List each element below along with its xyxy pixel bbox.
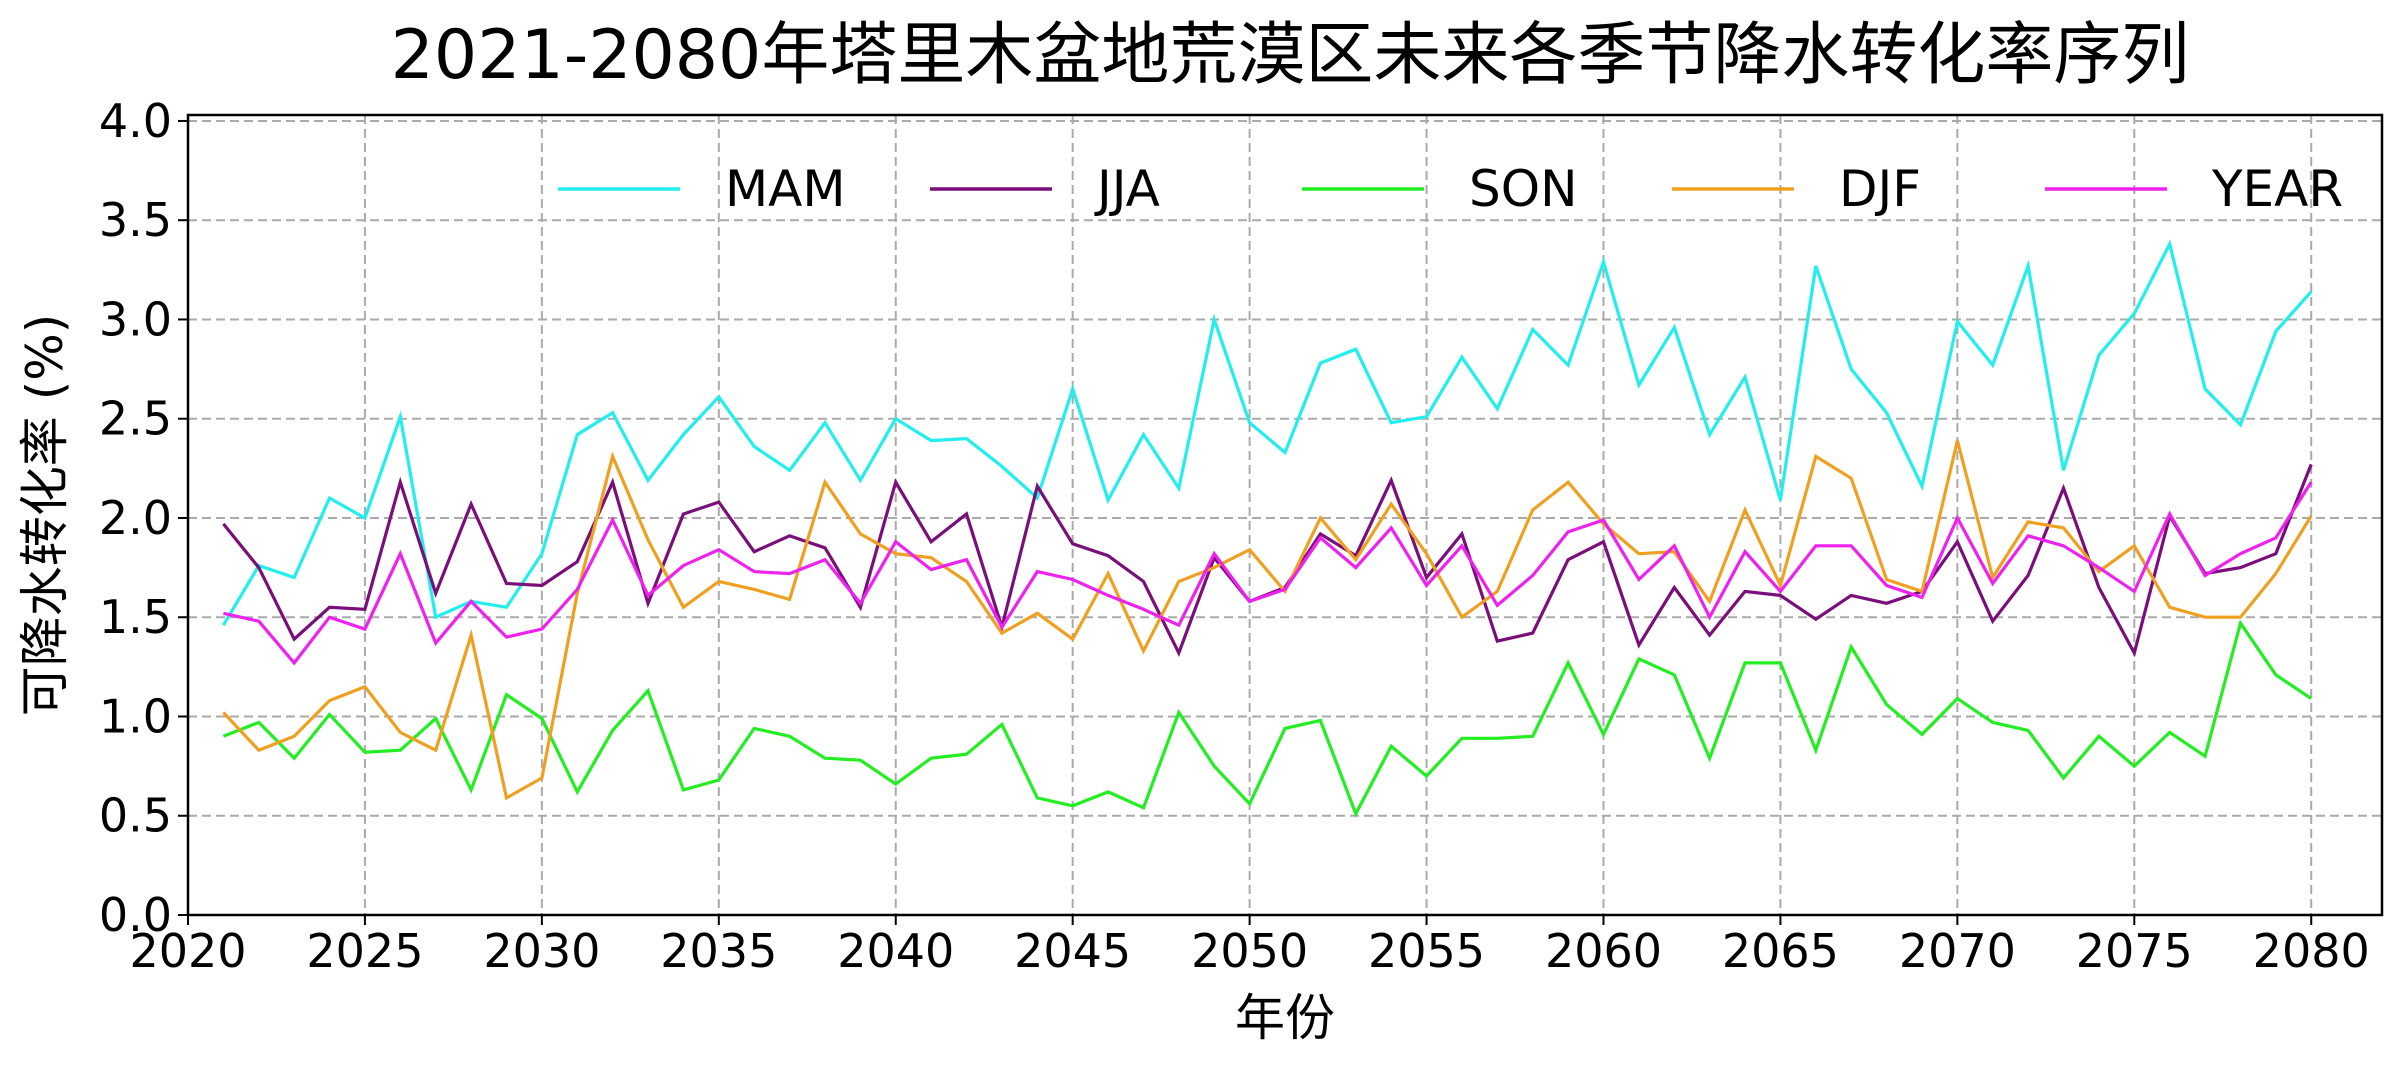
- y-tick-label: 1.5: [99, 590, 172, 644]
- x-tick-label: 2025: [306, 924, 423, 978]
- series-line-djf: [222, 440, 2313, 801]
- x-tick-label: 2030: [483, 924, 600, 978]
- series-line-jja: [222, 463, 2313, 658]
- legend: MAM JJA SON DJF YEAR: [558, 160, 2343, 218]
- series-line-mam: [222, 239, 2313, 627]
- y-tick-label: 0.5: [99, 789, 172, 843]
- x-axis-label: 年份: [1235, 989, 1335, 1047]
- series-line-son: [222, 619, 2313, 818]
- x-tick-label: 2020: [129, 924, 246, 978]
- legend-item-jja: JJA: [930, 160, 1160, 218]
- x-tick-label: 2070: [1899, 924, 2016, 978]
- x-tick-label: 2035: [660, 924, 777, 978]
- x-tick-label: 2055: [1368, 924, 1485, 978]
- legend-item-djf: DJF: [1672, 160, 1921, 218]
- legend-label: YEAR: [2211, 160, 2343, 218]
- plot-frame: [186, 113, 2384, 917]
- legend-item-mam: MAM: [558, 160, 845, 218]
- x-tick-label: 2040: [837, 924, 954, 978]
- chart-title: 2021-2080年塔里木盆地荒漠区未来各季节降水转化率序列: [391, 16, 2190, 95]
- legend-label: SON: [1469, 160, 1578, 218]
- series-line-year: [223, 481, 2313, 666]
- x-tick-label: 2080: [2253, 924, 2370, 978]
- legend-label: DJF: [1839, 160, 1921, 218]
- y-tick-label: 2.5: [99, 392, 172, 446]
- y-tick-label: 3.5: [99, 193, 172, 247]
- y-tick-label: 3.0: [99, 292, 172, 346]
- axis-ticks: 2020 2025 2030 2035 2040 2045 2050 2055 2060 2065…: [99, 94, 2370, 978]
- y-axis-label: 可降水转化率 (%): [16, 314, 74, 716]
- y-tick-label: 4.0: [99, 94, 172, 148]
- x-tick-label: 2045: [1014, 924, 1131, 978]
- series-lines: [222, 239, 2313, 818]
- x-tick-label: 2065: [1722, 924, 1839, 978]
- x-tick-label: 2075: [2076, 924, 2193, 978]
- legend-item-son: SON: [1302, 160, 1578, 218]
- y-tick-label: 2.0: [99, 491, 172, 545]
- legend-label: MAM: [725, 160, 845, 218]
- x-tick-label: 2050: [1191, 924, 1308, 978]
- legend-item-year: YEAR: [2045, 160, 2343, 218]
- x-tick-label: 2060: [1545, 924, 1662, 978]
- y-tick-label: 0.0: [99, 888, 172, 942]
- legend-label: JJA: [1094, 160, 1160, 218]
- y-tick-label: 1.0: [99, 689, 172, 743]
